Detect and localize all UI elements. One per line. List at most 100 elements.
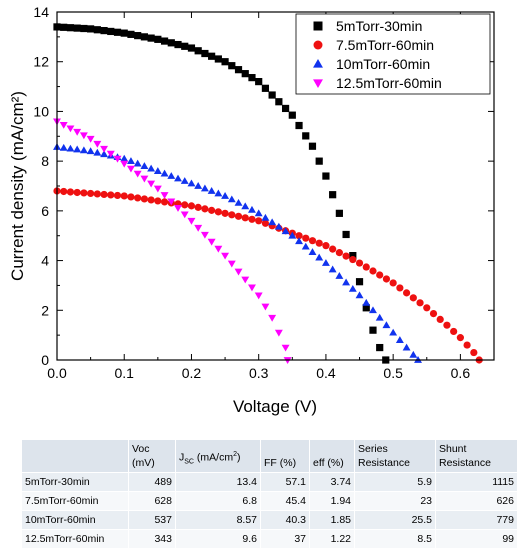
data-point: [66, 144, 75, 152]
table-row: 7.5mTorr-60min 628 6.8 45.4 1.94 23 626: [22, 491, 518, 511]
data-point: [113, 28, 122, 36]
data-point: [234, 268, 243, 276]
data-point: [134, 194, 142, 202]
data-point: [382, 321, 391, 329]
y-axis-title: Current density (mA/cm²): [8, 91, 27, 281]
data-point: [342, 278, 351, 286]
table-cell-value: 99: [435, 529, 518, 548]
data-point: [328, 265, 337, 273]
data-point: [295, 232, 303, 240]
data-point: [335, 209, 343, 217]
table-cell-value: 1.94: [309, 491, 355, 511]
data-point: [214, 189, 223, 197]
data-point: [456, 334, 464, 342]
data-point: [107, 191, 115, 199]
data-point: [281, 104, 290, 113]
data-point: [443, 321, 451, 329]
data-point: [120, 160, 129, 168]
data-point: [100, 26, 108, 35]
data-point: [167, 39, 175, 47]
y-tick-label: 6: [41, 203, 49, 219]
data-point: [181, 42, 189, 50]
data-point: [335, 272, 344, 279]
table-cell-value: 489: [128, 472, 176, 492]
table-cell-value: 6.8: [175, 491, 261, 511]
table-cell-value: 25.5: [354, 510, 436, 530]
data-point: [302, 234, 310, 242]
table-cell-value: 8.5: [354, 529, 436, 548]
series-4: [53, 118, 292, 364]
data-point: [140, 162, 149, 169]
data-point: [241, 214, 249, 222]
data-point: [160, 37, 169, 45]
data-point: [93, 190, 101, 198]
data-point: [322, 242, 330, 250]
axis-ticks: 0.0 0.1 0.2 0.3 0.4 0.5 0.6 0 2 4 6 8 10 12 14: [33, 4, 494, 381]
data-point: [382, 275, 391, 283]
data-point: [409, 294, 417, 302]
data-point: [255, 78, 263, 86]
data-point: [274, 329, 283, 337]
data-point: [100, 190, 108, 199]
data-point: [59, 143, 68, 151]
data-point: [221, 252, 230, 260]
data-point: [389, 328, 398, 336]
header-series-line1: Series: [358, 443, 388, 455]
table-body: 5mTorr-30min 489 13.4 57.1 3.74 5.9 1115 7.5mTo…: [22, 472, 518, 548]
data-point: [153, 167, 162, 174]
data-point: [126, 165, 135, 173]
header-jsc-sub: SC: [184, 459, 194, 466]
data-point: [254, 292, 263, 300]
data-point: [227, 260, 236, 268]
data-point: [208, 206, 216, 214]
data-point: [261, 213, 270, 221]
data-point: [113, 155, 122, 163]
legend-entry: 10mTorr-60min: [313, 56, 430, 72]
table-cell-value: 1115: [435, 472, 518, 492]
y-tick-label: 8: [41, 153, 49, 169]
data-point: [120, 29, 128, 37]
legend-label: 7.5mTorr-60min: [336, 37, 434, 53]
data-point: [255, 217, 263, 225]
y-tick-label: 2: [41, 302, 49, 318]
data-point: [315, 157, 323, 165]
data-point: [295, 121, 303, 130]
table-cell-value: 1.85: [309, 510, 355, 530]
data-point: [147, 164, 156, 172]
data-point: [295, 237, 303, 245]
data-point: [79, 146, 88, 154]
table-header-row: Voc (mV) JSC (mA/cm2) FF (%) eff (%) Ser…: [22, 440, 518, 473]
data-point: [147, 196, 155, 204]
data-point: [241, 202, 250, 210]
header-jsc-sup: 2: [233, 451, 237, 459]
table-cell-sample: 5mTorr-30min: [22, 472, 129, 492]
data-point: [194, 224, 203, 232]
header-jsc-main: J: [179, 451, 185, 464]
data-point: [73, 145, 82, 153]
header-jsc-rest: (mA/cm: [193, 451, 234, 464]
data-point: [268, 91, 276, 99]
data-point: [73, 128, 82, 136]
legend-label: 5mTorr-30min: [336, 18, 422, 34]
table-cell-value: 8.57: [175, 510, 261, 530]
header-voc-line1: Voc: [132, 443, 150, 455]
data-point: [234, 212, 243, 220]
data-point: [362, 304, 370, 312]
data-point: [201, 49, 209, 58]
table-cell-value: 779: [435, 510, 518, 530]
data-point: [315, 239, 323, 247]
y-tick-label: 4: [41, 253, 49, 269]
data-point: [261, 219, 270, 227]
header-ff: FF (%): [260, 440, 310, 473]
data-point: [200, 184, 209, 192]
y-tick-label: 14: [33, 4, 49, 20]
data-point: [436, 315, 444, 323]
data-point: [423, 304, 431, 312]
data-point: [450, 327, 458, 336]
data-point: [221, 209, 229, 217]
data-point: [167, 198, 176, 206]
table-cell-value: 45.4: [260, 491, 310, 511]
legend-entry: 7.5mTorr-60min: [313, 37, 434, 53]
data-point: [93, 26, 101, 34]
data-point: [107, 27, 115, 36]
